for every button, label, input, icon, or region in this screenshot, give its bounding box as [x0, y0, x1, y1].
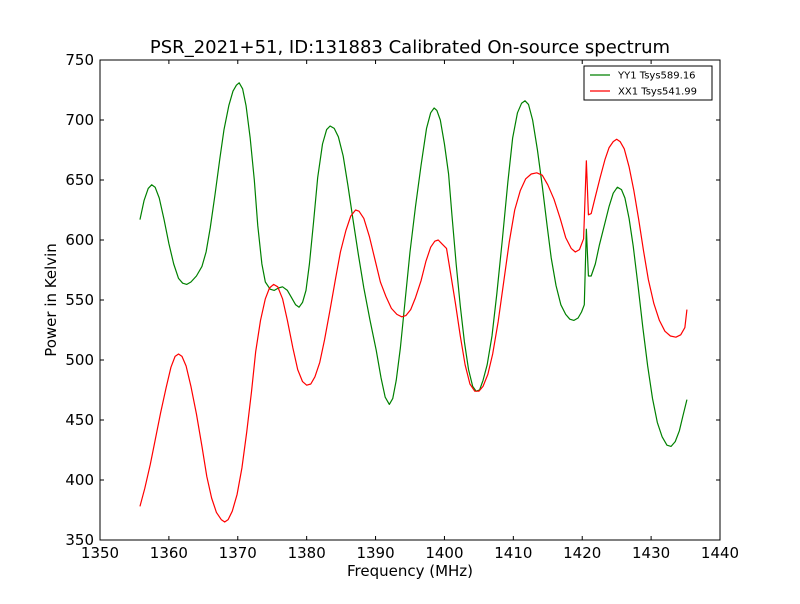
legend-label-0: YY1 Tsys589.16	[617, 71, 696, 82]
x-axis-label: Frequency (MHz)	[347, 562, 473, 580]
y-tick-label: 750	[65, 51, 94, 69]
x-tick-label: 1400	[425, 544, 463, 562]
x-tick-label: 1420	[563, 544, 601, 562]
y-tick-label: 650	[65, 171, 94, 189]
series-line-1	[139, 138, 688, 523]
y-tick-label: 450	[65, 411, 94, 429]
plot-lines	[139, 82, 688, 523]
x-tick-label: 1410	[494, 544, 532, 562]
x-axis: 1350 1360 1370 1380 1390 1400 1410 1420 1430 1440	[81, 60, 739, 562]
y-tick-label: 500	[65, 351, 94, 369]
x-tick-label: 1380	[288, 544, 326, 562]
x-tick-label: 1370	[219, 544, 257, 562]
y-axis-label: Power in Kelvin	[42, 243, 60, 357]
x-tick-label: 1360	[150, 544, 188, 562]
x-tick-label: 1440	[701, 544, 739, 562]
legend-box	[583, 65, 713, 101]
plot-area-frame	[99, 59, 721, 541]
y-axis: 350 400 450 500 550 600 650 700 750	[65, 51, 720, 549]
legend-label-1: XX1 Tsys541.99	[618, 87, 697, 98]
series-line-0	[139, 82, 688, 447]
legend: YY1 Tsys589.16 XX1 Tsys541.99	[583, 65, 713, 101]
y-tick-label: 600	[65, 231, 94, 249]
y-tick-label: 400	[65, 471, 94, 489]
y-tick-label: 350	[65, 531, 94, 549]
y-tick-label: 550	[65, 291, 94, 309]
x-tick-label: 1390	[356, 544, 394, 562]
y-tick-label: 700	[65, 111, 94, 129]
chart-title: PSR_2021+51, ID:131883 Calibrated On-sou…	[150, 37, 670, 58]
x-tick-label: 1430	[632, 544, 670, 562]
x-tick-label: 1350	[81, 544, 119, 562]
